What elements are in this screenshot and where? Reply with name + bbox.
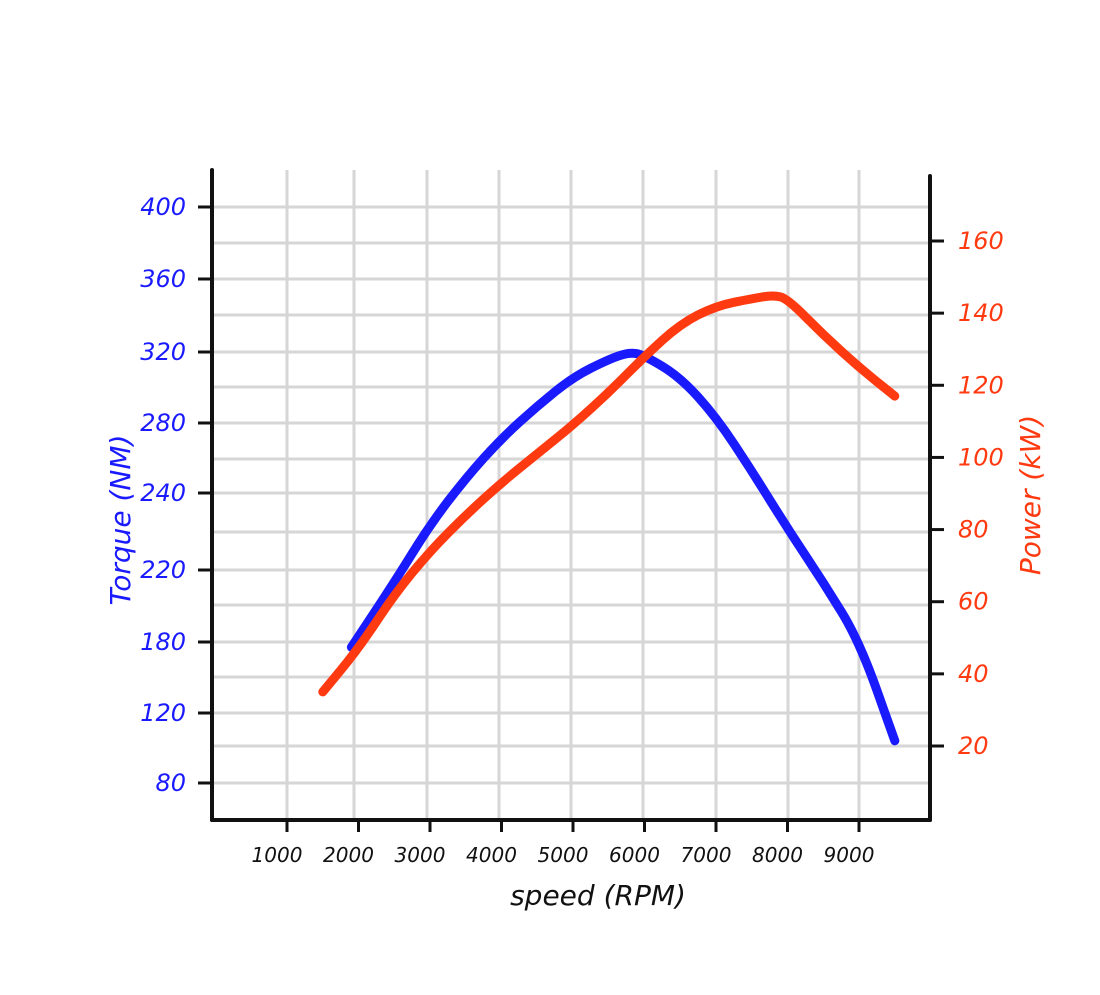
y-left-tick-label: 320	[140, 338, 186, 366]
y-right-tick-label: 60	[958, 588, 989, 616]
y-left-tick-label: 240	[140, 479, 186, 507]
series	[318, 291, 900, 746]
y-right-tick-label: 40	[958, 660, 989, 688]
y-right-tick-label: 100	[958, 443, 1004, 471]
x-tick-label: 4000	[466, 843, 517, 867]
x-axis-label: speed (RPM)	[510, 879, 686, 912]
y-right-tick-label: 20	[958, 732, 989, 760]
y-left-tick-label: 280	[140, 409, 186, 437]
y-axis-left-label: Torque (NM)	[104, 435, 137, 606]
tick-labels: 400 360 320 280 240 220 180 120 80 160 140 120 100 80…	[140, 193, 1004, 867]
power-line	[318, 291, 900, 697]
y-left-tick-label: 120	[140, 699, 186, 727]
y-right-tick-label: 80	[958, 516, 989, 544]
y-axis-right-label: Power (kW)	[1014, 415, 1047, 575]
x-tick-label: 5000	[538, 843, 589, 867]
y-right-tick-label: 120	[958, 371, 1004, 399]
y-left-tick-label: 400	[140, 193, 186, 221]
y-left-tick-label: 360	[140, 265, 186, 293]
axis-labels: Torque (NM) Power (kW) speed (RPM)	[104, 415, 1047, 912]
x-tick-label: 9000	[824, 843, 875, 867]
x-tick-label: 6000	[609, 843, 660, 867]
x-tick-label: 7000	[681, 843, 732, 867]
x-tick-label: 3000	[395, 843, 446, 867]
x-tick-label: 2000	[323, 843, 374, 867]
x-tick-label: 1000	[252, 843, 303, 867]
grid	[212, 170, 930, 820]
x-tick-label: 8000	[752, 843, 803, 867]
y-left-tick-label: 180	[140, 628, 186, 656]
y-left-tick-label: 80	[155, 769, 186, 797]
y-left-tick-label: 220	[140, 556, 186, 584]
torque-line	[346, 348, 900, 746]
y-right-tick-label: 160	[958, 227, 1004, 255]
y-right-tick-label: 140	[958, 299, 1004, 327]
